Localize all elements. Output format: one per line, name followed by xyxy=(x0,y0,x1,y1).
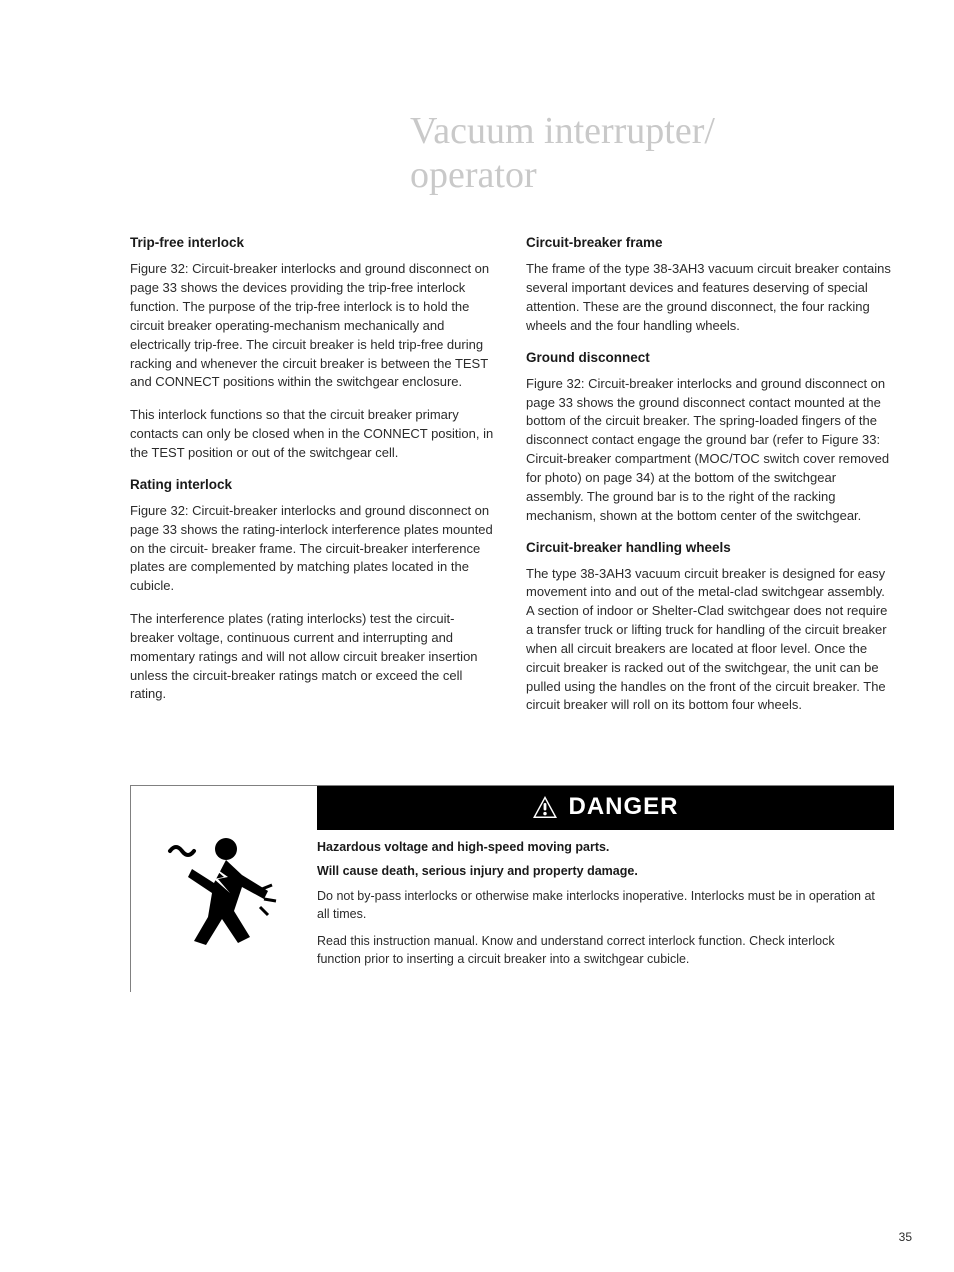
section-trip-free-interlock: Trip-free interlock Figure 32: Circuit-b… xyxy=(130,235,498,462)
danger-callout: DANGER Hazardous voltage and high-speed … xyxy=(130,785,894,992)
section-handling-wheels: Circuit-breaker handling wheels The type… xyxy=(526,540,894,716)
danger-body-line: Read this instruction manual. Know and u… xyxy=(317,933,880,968)
body-paragraph: The interference plates (rating interloc… xyxy=(130,610,498,704)
page-title: Vacuum interrupter/ operator xyxy=(410,110,894,197)
danger-header-label: DANGER xyxy=(568,793,678,821)
body-paragraph: Figure 32: Circuit-breaker interlocks an… xyxy=(130,260,498,392)
content-columns: Trip-free interlock Figure 32: Circuit-b… xyxy=(130,235,894,729)
warning-triangle-icon xyxy=(532,795,558,819)
body-paragraph: Figure 32: Circuit-breaker interlocks an… xyxy=(130,502,498,596)
body-paragraph: The type 38-3AH3 vacuum circuit breaker … xyxy=(526,565,894,716)
danger-body-line: Do not by-pass interlocks or otherwise m… xyxy=(317,888,880,923)
section-heading: Trip-free interlock xyxy=(130,235,498,250)
right-column: Circuit-breaker frame The frame of the t… xyxy=(526,235,894,729)
document-page: Vacuum interrupter/ operator Trip-free i… xyxy=(0,0,954,1272)
body-paragraph: Figure 32: Circuit-breaker interlocks an… xyxy=(526,375,894,526)
page-title-line-1: Vacuum interrupter/ xyxy=(410,110,715,152)
section-heading: Circuit-breaker frame xyxy=(526,235,894,250)
section-ground-disconnect: Ground disconnect Figure 32: Circuit-bre… xyxy=(526,350,894,526)
danger-hazard-pictogram xyxy=(131,786,317,992)
danger-content: DANGER Hazardous voltage and high-speed … xyxy=(317,786,894,992)
section-heading: Circuit-breaker handling wheels xyxy=(526,540,894,555)
electrical-shock-icon xyxy=(164,829,284,949)
body-paragraph: This interlock functions so that the cir… xyxy=(130,406,498,463)
danger-bold-line: Will cause death, serious injury and pro… xyxy=(317,864,880,878)
section-heading: Ground disconnect xyxy=(526,350,894,365)
body-paragraph: The frame of the type 38-3AH3 vacuum cir… xyxy=(526,260,894,335)
danger-bold-line: Hazardous voltage and high-speed moving … xyxy=(317,840,880,854)
danger-body: Hazardous voltage and high-speed moving … xyxy=(317,830,894,992)
left-column: Trip-free interlock Figure 32: Circuit-b… xyxy=(130,235,498,729)
page-title-line-2: operator xyxy=(410,154,537,196)
page-number: 35 xyxy=(899,1230,912,1244)
section-circuit-breaker-frame: Circuit-breaker frame The frame of the t… xyxy=(526,235,894,335)
section-heading: Rating interlock xyxy=(130,477,498,492)
section-rating-interlock: Rating interlock Figure 32: Circuit-brea… xyxy=(130,477,498,704)
danger-header: DANGER xyxy=(317,786,894,830)
